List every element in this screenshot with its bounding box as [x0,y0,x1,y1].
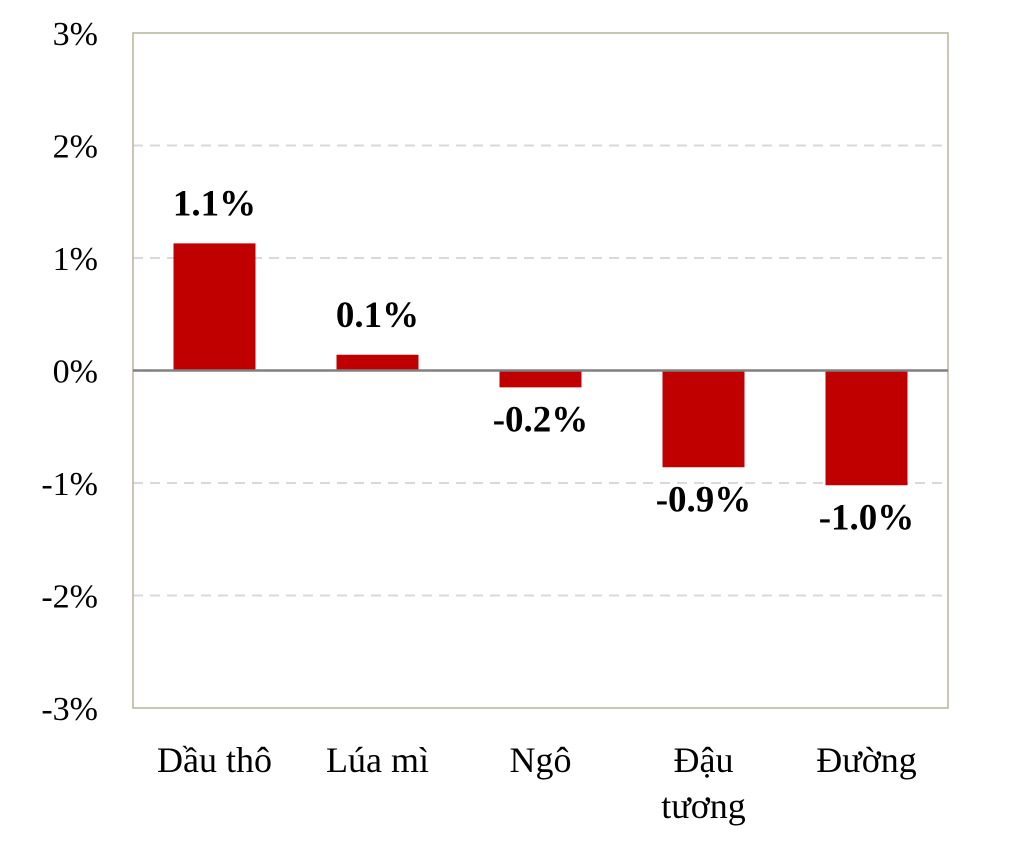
bar [336,354,419,371]
x-category-label-line: Đường [816,740,917,780]
bar [499,370,582,388]
x-category-label: Đường [816,740,917,780]
y-tick-label: -3% [41,691,98,728]
bar [825,370,908,486]
data-label: -0.2% [493,399,589,440]
y-tick-label: -2% [41,579,98,616]
data-label: -1.0% [819,497,915,538]
x-category-label: Đậu tương [661,740,746,826]
x-axis-category-labels: Dầu thô Lúa mì Ngô Đậu tương Đường [157,740,917,826]
bars [173,243,908,486]
bar [173,243,256,371]
x-category-label-line: Lúa mì [326,740,429,780]
y-tick-label: 2% [53,129,98,166]
y-tick-label: 0% [53,354,98,391]
data-labels: 1.1% 0.1% -0.2% -0.9% -1.0% [173,183,914,538]
x-category-label-line: tương [661,786,746,826]
y-tick-label: 3% [53,16,98,53]
x-category-label: Dầu thô [157,740,272,780]
x-category-label-line: Ngô [510,740,572,780]
y-axis-tick-labels: 3% 2% 1% 0% -1% -2% -3% [41,16,98,728]
x-category-label-line: Dầu thô [157,740,272,780]
y-tick-label: -1% [41,466,98,503]
data-label: -0.9% [656,479,752,520]
bar [662,370,745,468]
x-category-label: Ngô [510,740,572,780]
x-category-label-line: Đậu [674,740,734,780]
y-tick-label: 1% [53,241,98,278]
x-category-label: Lúa mì [326,740,429,780]
data-label: 0.1% [336,295,419,336]
data-label: 1.1% [173,183,256,224]
